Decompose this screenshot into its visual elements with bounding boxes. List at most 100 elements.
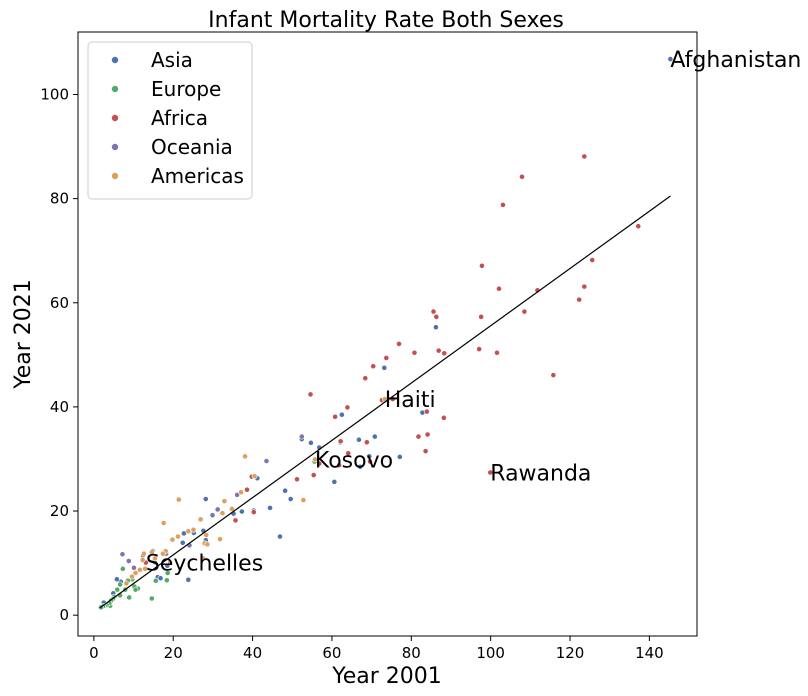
data-point — [132, 586, 139, 593]
data-point — [316, 460, 323, 467]
data-point — [179, 539, 186, 546]
legend-label: Europe — [151, 77, 221, 101]
data-point — [229, 506, 235, 512]
data-point — [336, 462, 342, 469]
data-point — [581, 153, 588, 160]
data-point — [139, 557, 146, 563]
x-tick-label: 100 — [476, 644, 505, 662]
data-point — [423, 408, 430, 415]
data-point — [441, 350, 448, 357]
data-point — [298, 433, 305, 440]
data-point — [119, 565, 126, 572]
data-point — [294, 476, 300, 483]
data-point — [487, 469, 494, 476]
data-point — [185, 528, 192, 535]
data-point — [282, 487, 289, 494]
data-point — [635, 223, 642, 230]
data-point — [307, 391, 314, 398]
series-oceania — [119, 433, 305, 571]
data-point — [140, 550, 147, 557]
data-point — [132, 570, 139, 576]
data-point — [232, 517, 239, 524]
y-tick-label: 60 — [50, 294, 69, 312]
data-point — [300, 497, 307, 503]
data-point — [157, 575, 164, 582]
data-point — [148, 549, 155, 556]
data-point — [185, 576, 192, 583]
data-point — [287, 496, 294, 502]
data-point — [521, 308, 528, 315]
y-tick-label: 0 — [59, 606, 69, 624]
data-point — [169, 536, 176, 543]
y-tick-label: 40 — [50, 398, 69, 416]
data-point — [667, 56, 674, 62]
annotation-label: Haiti — [385, 388, 436, 413]
data-point — [370, 363, 377, 370]
data-point — [422, 448, 429, 455]
data-point — [383, 355, 390, 361]
data-point — [396, 453, 403, 460]
x-tick-label: 140 — [635, 644, 664, 662]
x-tick-label: 0 — [89, 644, 99, 662]
y-tick-label: 80 — [50, 190, 69, 208]
legend-marker — [111, 172, 119, 180]
x-tick-label: 40 — [243, 644, 262, 662]
legend-label: Americas — [151, 164, 244, 188]
data-point — [576, 296, 583, 303]
data-point — [221, 498, 228, 505]
data-point — [589, 257, 596, 263]
data-point — [519, 173, 525, 180]
data-point — [242, 453, 248, 460]
legend-label: Africa — [151, 106, 208, 130]
data-point — [175, 496, 182, 503]
legend-marker — [111, 56, 119, 64]
data-point — [550, 372, 557, 379]
data-point — [152, 555, 158, 562]
data-point — [209, 512, 216, 519]
data-point — [331, 478, 338, 485]
data-point — [197, 516, 204, 523]
annotation-label: Rawanda — [490, 462, 591, 487]
data-point — [152, 577, 159, 584]
x-tick-label: 60 — [322, 644, 341, 662]
data-point — [204, 541, 211, 548]
legend-label: Oceania — [151, 135, 233, 159]
data-point — [113, 576, 120, 583]
data-point — [126, 594, 133, 601]
data-point — [371, 433, 378, 440]
data-point — [203, 532, 210, 538]
data-point — [167, 559, 173, 566]
data-point — [251, 473, 258, 480]
data-point — [435, 347, 442, 354]
data-point — [131, 564, 137, 571]
data-point — [332, 413, 339, 420]
data-point — [123, 580, 130, 587]
data-point — [430, 308, 437, 315]
data-point — [496, 285, 502, 292]
data-point — [479, 262, 485, 269]
data-point — [363, 439, 370, 446]
annotation-label: Afghanistan — [670, 48, 801, 73]
data-point — [337, 438, 344, 445]
plot-frame — [77, 31, 698, 637]
data-point — [238, 508, 245, 515]
legend-label: Asia — [151, 48, 193, 72]
annotation-label: Kosovo — [315, 448, 393, 473]
data-point — [267, 505, 273, 511]
data-point — [411, 349, 418, 356]
data-point — [367, 458, 373, 465]
x-tick-label: 120 — [556, 644, 585, 662]
legend: Asia Europe Africa Oceania Americas — [87, 41, 253, 200]
data-point — [310, 472, 317, 479]
legend-marker — [111, 114, 119, 122]
y-axis-title: Year 2021 — [11, 279, 36, 390]
data-point — [440, 414, 447, 421]
data-point — [163, 577, 170, 584]
data-point — [277, 533, 283, 540]
y-tick-label: 20 — [50, 502, 69, 520]
legend-marker — [111, 143, 119, 151]
data-point — [356, 436, 362, 443]
data-point — [308, 439, 314, 446]
data-point — [125, 558, 132, 564]
data-point — [433, 324, 439, 331]
